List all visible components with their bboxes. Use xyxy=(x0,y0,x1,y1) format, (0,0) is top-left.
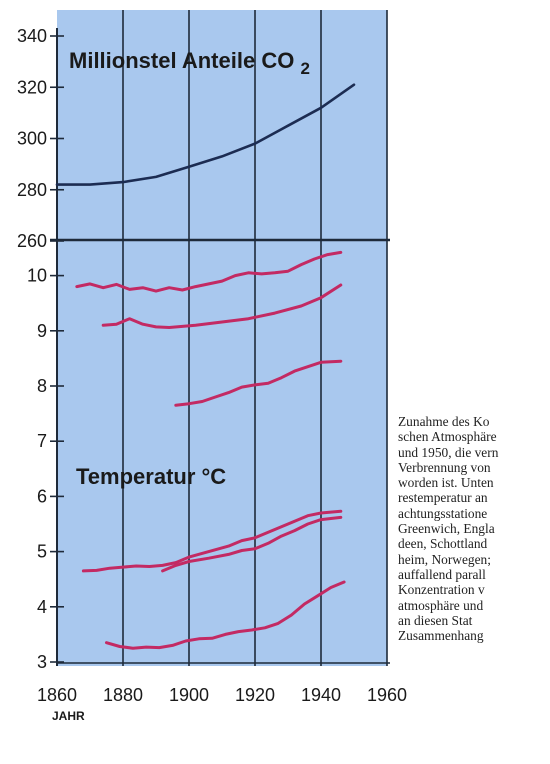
caption-line: worden ist. Unten xyxy=(398,475,494,491)
temperature-line-3 xyxy=(174,359,343,407)
temperature-title: Temperatur °C xyxy=(76,464,226,489)
co2-title: Millionstel Anteile CO 2 xyxy=(69,48,310,78)
temperature-line-4 xyxy=(81,509,343,573)
temperature-line-6 xyxy=(105,580,346,650)
caption-line: restemperatur an xyxy=(398,490,488,506)
co2-y-tick-label: 300 xyxy=(17,129,47,149)
temp-y-tick-label: 4 xyxy=(37,597,47,617)
temp-y-tick-label: 8 xyxy=(37,376,47,396)
temp-y-tick-label: 3 xyxy=(37,652,47,672)
caption-line: schen Atmosphäre xyxy=(398,429,497,445)
co2-title-subscript: 2 xyxy=(300,59,309,78)
co2-y-tick-labels: 260 280 300 320 340 xyxy=(17,26,47,251)
caption-line: Konzentration v xyxy=(398,582,485,598)
co2-y-tick-label: 280 xyxy=(17,180,47,200)
caption-line: heim, Norwegen; xyxy=(398,551,491,567)
caption-line: Zunahme des Ko xyxy=(398,414,490,429)
x-tick-labels: 1860 1880 1900 1920 1940 1960 xyxy=(37,685,407,705)
co2-series xyxy=(55,83,356,186)
caption-line: achtungsstatione xyxy=(398,505,488,521)
temperature-line-2 xyxy=(101,283,343,329)
temperature-line-5 xyxy=(161,515,343,573)
x-tick-label: 1900 xyxy=(169,685,209,705)
co2-line xyxy=(55,83,356,186)
co2-plot-area xyxy=(57,10,387,241)
co2-y-tick-label: 320 xyxy=(17,77,47,97)
caption-line: und 1950, die vern xyxy=(398,444,499,460)
temp-y-tick-label: 10 xyxy=(27,266,47,286)
caption-line: atmosphäre und xyxy=(398,597,484,613)
x-tick-label: 1880 xyxy=(103,685,143,705)
axes xyxy=(50,28,390,666)
caption-line: deen, Schottland xyxy=(398,536,488,552)
temp-y-tick-label: 7 xyxy=(37,431,47,451)
temperature-line-1 xyxy=(75,250,343,293)
x-tick-label: 1860 xyxy=(37,685,77,705)
x-tick-label: 1920 xyxy=(235,685,275,705)
co2-y-tick-label: 260 xyxy=(17,231,47,251)
x-tick-label: 1960 xyxy=(367,685,407,705)
figure-caption: Zunahme des Ko schen Atmosphäre und 1950, … xyxy=(398,414,550,643)
x-axis-label: JAHR xyxy=(52,709,85,723)
caption-line: Verbrennung von xyxy=(398,459,491,475)
temperature-plot-area xyxy=(57,241,387,666)
temp-y-tick-label: 9 xyxy=(37,321,47,341)
caption-line: Greenwich, Engla xyxy=(398,521,495,537)
temperature-series xyxy=(75,250,346,650)
caption-line: an diesen Stat xyxy=(398,612,473,628)
temperature-y-tick-labels: 3 4 5 6 7 8 9 10 xyxy=(27,266,47,672)
temp-y-tick-label: 5 xyxy=(37,542,47,562)
caption-line: auffallend parall xyxy=(398,566,486,582)
co2-y-tick-label: 340 xyxy=(17,26,47,46)
temp-y-tick-label: 6 xyxy=(37,486,47,506)
x-tick-label: 1940 xyxy=(301,685,341,705)
caption-line: Zusammenhang xyxy=(398,628,484,644)
